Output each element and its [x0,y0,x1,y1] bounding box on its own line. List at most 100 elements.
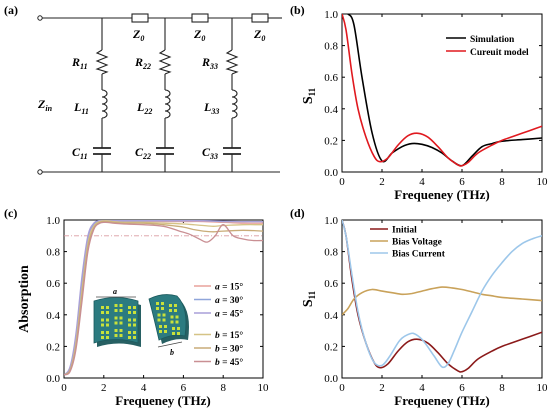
unit-cell-a [106,306,109,309]
r11-label: R11 [71,55,88,71]
unit-cell-a [106,318,109,322]
unit-cell-b [159,325,162,328]
unit-cell-a [128,336,131,339]
l22-label: L22 [136,100,152,116]
r33-label: R33 [201,55,218,71]
ticks-c: 0 2 4 6 8 10 0.0 0.2 0.4 0.6 0.8 1.0 [46,215,269,394]
plot-frame-b [341,13,543,173]
panel-b-label: (b) [290,3,305,17]
x-tick-label-d: 0 [339,382,345,394]
unit-cell-b [170,315,174,319]
unit-cell-a [106,323,109,327]
unit-cell-a [133,336,136,339]
legend-c: a = 15° a = 30° a = 45° b = 15° b = 30° b = 4… [194,282,243,368]
unit-cell-b [170,320,174,324]
unit-cell-a [114,304,118,307]
x-tick-label-c: 8 [220,382,226,394]
unit-cell-a [119,329,123,332]
x-axis-label-d: Frequeney (THz) [394,393,489,408]
x-tick-label-d: 8 [499,382,505,394]
chart-c: 0 2 4 6 8 100.00.20.40.60.81.0 a b a = 15°a =… [17,215,269,408]
unit-cell-b [174,304,177,307]
z0-box-3 [251,13,269,23]
unit-cell-a [128,323,131,327]
y-tick-label-d: 0.8 [324,247,338,259]
y-tick-label-c: 1.0 [46,215,60,227]
legend-b: Simulation Cureuit model [446,35,529,58]
y-tick-label-b: 0.8 [324,41,338,53]
y-axis-label-c: Absorption [17,265,32,333]
inset-samples: a b [93,287,189,357]
series-line-d-1 [342,286,542,316]
terminal-bottom [37,169,43,175]
x-tick-label-b: 6 [459,176,465,188]
legend-label-d: Initial [392,226,417,236]
y-tick-label-b: 0.4 [324,104,338,116]
unit-cell-b [169,304,172,307]
y-tick-label-b: 0.6 [324,72,338,84]
unit-cell-a [133,331,136,334]
panel-d-label: (d) [290,206,305,220]
legend-label-d: Bias Voltage [392,238,442,248]
y-tick-label-c: 0.0 [46,373,60,385]
legend-d: Initial Bias Voltage Bias Current [370,226,446,260]
bend-arrow-b [157,341,183,348]
x-tick-label-c: 4 [141,382,147,394]
legend-label-b: Cureuit model [470,48,529,58]
inductor-l33 [231,89,238,119]
unit-cell-b [175,315,179,319]
unit-cell-a [101,331,104,334]
unit-cell-b [172,332,175,335]
x-tick-label-b: 2 [379,176,385,188]
unit-cell-a [128,311,131,314]
unit-cell-b [157,318,161,322]
unit-cell-b [174,309,177,312]
chart-b: 0 2 4 6 8 10 0.0 0.2 0.4 0.6 0.8 1.0 Simulation Cure… [301,9,548,202]
z0-label-1: Z0 [132,27,144,43]
unit-cell-a [133,306,136,309]
sample-b-cells [156,302,180,335]
y-tick-label-c: 0.8 [46,247,60,259]
legend-label-c: a = 15° [215,282,243,293]
r22-label: R22 [134,55,151,71]
x-tick-label-c: 6 [181,382,187,394]
unit-cell-b [156,307,159,310]
c22-label: C22 [135,145,151,161]
y-tick-label-d: 0.6 [324,278,338,290]
sample-a-cells [101,304,136,339]
unit-cell-a [128,331,131,334]
unit-cell-a [106,336,109,339]
unit-cell-a [119,316,123,320]
panel-a: (a) [4,3,282,175]
series-b [342,14,542,167]
y-tick-label-d: 0.0 [324,373,338,385]
x-tick-label-c: 10 [258,382,270,394]
z0-label-3: Z0 [253,27,265,43]
z0-box-2 [191,13,209,23]
x-tick-label-b: 4 [419,176,425,188]
legend-label-c: a = 45° [215,309,243,320]
unit-cell-a [119,309,123,312]
series-line-c-5 [64,221,263,376]
capacitor-c33 [223,147,241,155]
unit-cell-b [156,302,159,305]
unit-cell-b [159,330,162,333]
unit-cell-b [157,313,161,317]
capacitor-c22 [156,147,174,155]
terminal-top [37,15,43,21]
unit-cell-a [114,321,118,325]
sample-b [148,294,187,341]
x-tick-label-b: 8 [499,176,505,188]
unit-cell-b [175,320,179,324]
y-tick-label-c: 0.4 [46,310,60,322]
ticks-d: 0 2 4 6 8 10 0.0 0.2 0.4 0.6 0.8 1.0 [324,215,548,394]
z0-label-2: Z0 [193,27,205,43]
unit-cell-b [161,307,164,310]
c33-label: C33 [202,145,218,161]
plot-frame-d [341,219,543,379]
sample-a [93,297,139,344]
inset-label-b: b [170,348,174,357]
series-c [64,220,263,376]
legend-label-d: Bias Current [392,250,446,260]
